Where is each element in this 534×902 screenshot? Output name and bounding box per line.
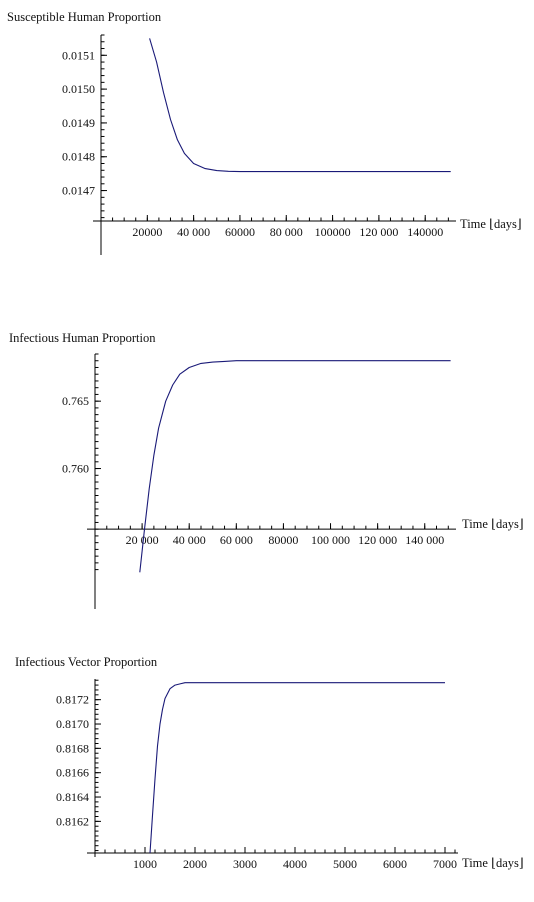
infectious-vector-chart: Infectious Vector Proportion Time ⌊days⌋…	[15, 655, 524, 871]
y-tick-label: 0.8162	[56, 814, 89, 828]
y-tick-label: 0.0148	[62, 150, 95, 164]
x-tick-label: 4000	[283, 857, 307, 871]
x-tick-label: 60 000	[220, 533, 253, 547]
infectious-human-chart: Infectious Human Proportion Time ⌊days⌋ …	[9, 331, 524, 609]
y-tick-label: 0.0151	[62, 48, 95, 62]
x-tick-label: 140000	[407, 225, 443, 239]
series-line	[139, 360, 451, 573]
x-tick-label: 7000	[433, 857, 457, 871]
x-tick-label: 40 000	[177, 225, 210, 239]
x-tick-label: 60000	[225, 225, 255, 239]
y-tick-label: 0.8172	[56, 693, 89, 707]
series-line	[149, 682, 445, 854]
y-tick-label: 0.8170	[56, 717, 89, 731]
x-tick-label: 1000	[133, 857, 157, 871]
y-tick-label: 0.760	[62, 462, 89, 476]
y-tick-label: 0.765	[62, 394, 89, 408]
chart-title: Infectious Human Proportion	[9, 331, 156, 345]
x-axis-label: Time ⌊days⌋	[462, 856, 524, 870]
y-tick-label: 0.8168	[56, 741, 89, 755]
x-tick-label: 2000	[183, 857, 207, 871]
y-tick-label: 0.0149	[62, 116, 95, 130]
y-tick-label: 0.0150	[62, 82, 95, 96]
x-tick-label: 40 000	[173, 533, 206, 547]
x-tick-label: 120 000	[359, 225, 398, 239]
chart-title: Susceptible Human Proportion	[7, 10, 162, 24]
x-axis-label: Time ⌊days⌋	[460, 217, 522, 231]
x-tick-label: 6000	[383, 857, 407, 871]
x-tick-label: 80 000	[270, 225, 303, 239]
x-tick-label: 5000	[333, 857, 357, 871]
x-tick-label: 100000	[315, 225, 351, 239]
y-tick-label: 0.8164	[56, 790, 89, 804]
y-tick-label: 0.0147	[62, 184, 95, 198]
x-tick-label: 100 000	[311, 533, 350, 547]
x-tick-label: 20 000	[126, 533, 159, 547]
chart-title: Infectious Vector Proportion	[15, 655, 158, 669]
susceptible-human-chart: Susceptible Human Proportion Time ⌊days⌋…	[7, 10, 522, 255]
x-axis-label: Time ⌊days⌋	[462, 517, 524, 531]
x-tick-label: 120 000	[358, 533, 397, 547]
x-tick-label: 80000	[268, 533, 298, 547]
series-line	[149, 38, 451, 173]
x-tick-label: 20000	[132, 225, 162, 239]
x-tick-label: 3000	[233, 857, 257, 871]
x-tick-label: 140 000	[405, 533, 444, 547]
y-tick-label: 0.8166	[56, 766, 89, 780]
